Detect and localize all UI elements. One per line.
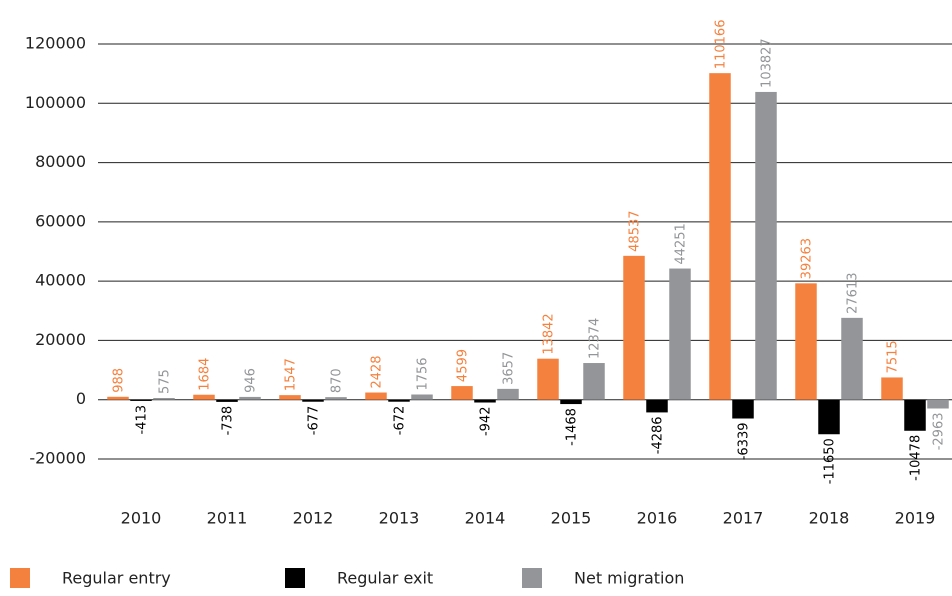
data-label: 12374 xyxy=(588,318,603,359)
x-tick-label: 2018 xyxy=(809,509,850,528)
legend-swatch xyxy=(10,568,30,588)
bar xyxy=(279,395,301,400)
data-label: 1756 xyxy=(416,357,431,390)
bar xyxy=(669,268,691,400)
data-label: 103827 xyxy=(760,38,775,88)
bar xyxy=(325,397,347,400)
data-label: 44251 xyxy=(674,223,689,264)
data-label: -942 xyxy=(479,407,494,437)
y-tick-label: 40000 xyxy=(35,271,86,290)
data-label: -6339 xyxy=(737,423,752,461)
x-tick-label: 2015 xyxy=(551,509,592,528)
bar xyxy=(646,399,668,413)
bar xyxy=(623,255,645,400)
bar xyxy=(451,386,473,400)
bar xyxy=(927,399,949,409)
y-tick-label: 120000 xyxy=(25,34,86,53)
legend-swatch xyxy=(285,568,305,588)
bar xyxy=(302,399,324,402)
y-tick-label: 0 xyxy=(76,389,86,408)
legend-label: Net migration xyxy=(574,569,684,588)
bar xyxy=(497,388,519,400)
bar xyxy=(881,377,903,400)
data-label: 1684 xyxy=(198,358,213,391)
data-label: -413 xyxy=(135,405,150,435)
bar xyxy=(411,394,433,400)
legend-label: Regular exit xyxy=(337,569,433,588)
bar xyxy=(818,399,840,435)
data-label: -4286 xyxy=(651,416,666,454)
x-tick-label: 2011 xyxy=(207,509,248,528)
bar xyxy=(239,396,261,400)
bar xyxy=(732,399,754,419)
data-label: -10478 xyxy=(909,435,924,481)
data-label: 48537 xyxy=(628,210,643,251)
data-label: 4599 xyxy=(456,349,471,382)
data-label: 988 xyxy=(112,368,127,393)
data-label: 2428 xyxy=(370,355,385,388)
legend-label: Regular entry xyxy=(62,569,171,588)
x-tick-label: 2013 xyxy=(379,509,420,528)
data-label: 39263 xyxy=(800,238,815,279)
data-label: 870 xyxy=(330,368,345,393)
bar xyxy=(216,399,238,402)
bar xyxy=(365,392,387,400)
bar xyxy=(193,394,215,400)
bar xyxy=(153,398,175,400)
bar xyxy=(560,399,582,405)
legend-swatch xyxy=(522,568,542,588)
data-label: -11650 xyxy=(823,438,838,484)
x-tick-label: 2019 xyxy=(895,509,936,528)
data-label: 110166 xyxy=(714,20,729,70)
data-label: 3657 xyxy=(502,352,517,385)
y-tick-label: -20000 xyxy=(29,449,86,468)
data-label: -2963 xyxy=(932,412,947,450)
bar xyxy=(474,399,496,403)
bar xyxy=(795,283,817,400)
bar xyxy=(130,399,152,401)
bar xyxy=(388,399,410,402)
bar xyxy=(755,91,777,400)
bar xyxy=(537,358,559,400)
data-label: -1468 xyxy=(565,408,580,446)
data-label: -672 xyxy=(393,406,408,436)
data-label: 27613 xyxy=(846,273,861,314)
bar xyxy=(107,396,129,400)
bar xyxy=(583,363,605,400)
x-tick-label: 2010 xyxy=(121,509,162,528)
data-label: 7515 xyxy=(886,340,901,373)
bar xyxy=(904,399,926,431)
y-tick-label: 80000 xyxy=(35,152,86,171)
plot-area: -20000 0 20000 40000 60000 80000 100000 120000 2… xyxy=(25,20,952,528)
data-label: -677 xyxy=(307,406,322,436)
data-label: -738 xyxy=(221,406,236,436)
y-tick-label: 60000 xyxy=(35,211,86,230)
data-label: 575 xyxy=(158,369,173,394)
x-tick-label: 2014 xyxy=(465,509,506,528)
bar xyxy=(709,73,731,400)
data-label: 13842 xyxy=(542,313,557,354)
y-tick-label: 100000 xyxy=(25,93,86,112)
x-tick-label: 2016 xyxy=(637,509,678,528)
x-tick-label: 2012 xyxy=(293,509,334,528)
y-tick-label: 20000 xyxy=(35,330,86,349)
data-label: 946 xyxy=(244,368,259,393)
x-tick-label: 2017 xyxy=(723,509,764,528)
data-label: 1547 xyxy=(284,358,299,391)
bar xyxy=(841,317,863,400)
